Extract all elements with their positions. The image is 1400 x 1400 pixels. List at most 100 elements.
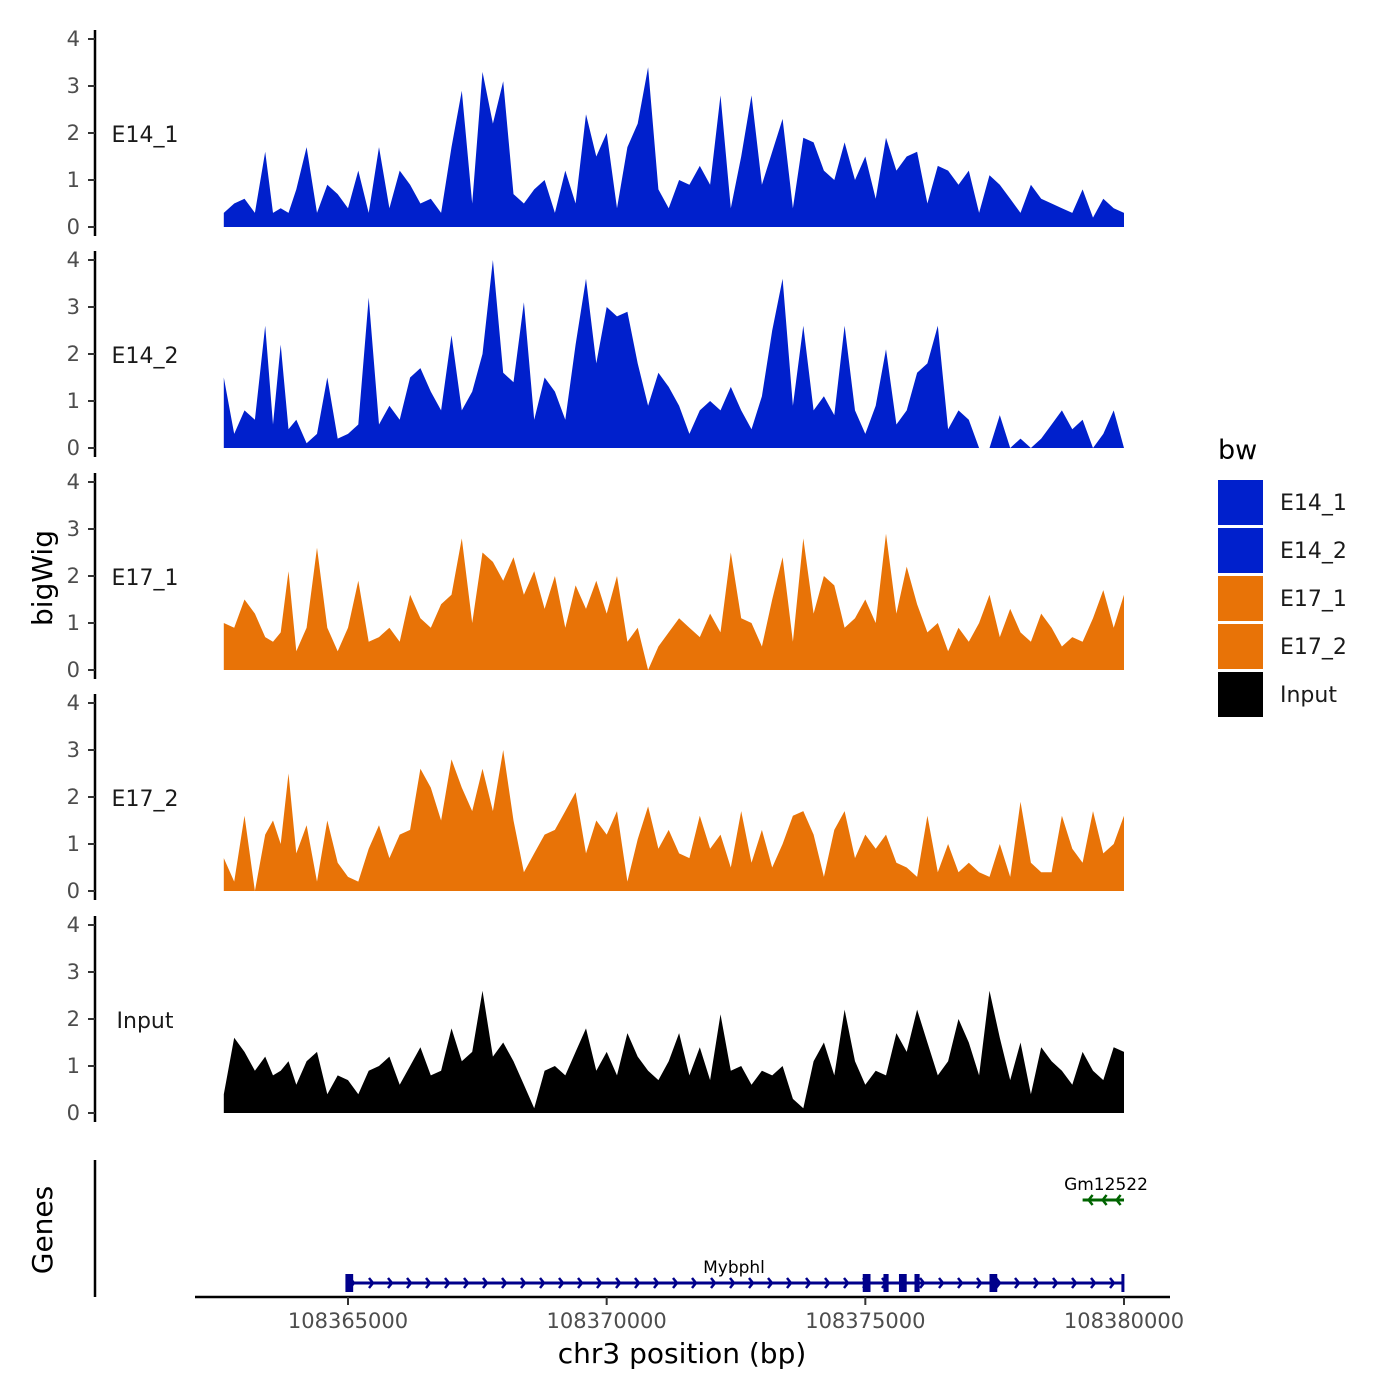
exon [883,1274,889,1292]
signal-area [223,67,1125,227]
strand-arrow [957,1277,964,1289]
strand-arrow [824,1277,831,1289]
track-e14-2: 0 1 2 3 4 [67,248,1125,460]
legend-key-input [1218,672,1263,717]
y-tick-label: 0 [67,658,80,682]
x-tick-label: 108380000 [1064,1309,1184,1333]
signal-area [223,750,1125,891]
legend-key-e14-1 [1218,480,1263,525]
x-axis-title: chr3 position (bp) [558,1337,807,1370]
track-label-e17-1: E17_1 [112,566,179,591]
legend-key-e17-1 [1218,576,1263,621]
strand-arrow [463,1277,470,1289]
y-tick-label: 4 [67,691,80,715]
strand-arrow [995,1277,1002,1289]
y-tick-label: 0 [67,879,80,903]
y-tick-label: 4 [67,470,80,494]
exon [345,1274,354,1292]
strand-arrow [539,1277,546,1289]
y-tick-label: 2 [67,785,80,809]
y-tick-label: 4 [67,248,80,272]
x-axis-ticks: 108365000 108370000 108375000 108380000 [288,1297,1184,1333]
y-tick-label: 3 [67,295,80,319]
signal-area [223,533,1125,670]
y-tick-label: 3 [67,517,80,541]
strand-arrow [672,1277,679,1289]
track-label-input: Input [117,1009,174,1034]
strand-arrow [1014,1277,1021,1289]
y-tick-label: 1 [67,389,80,413]
strand-arrow [805,1277,812,1289]
gene-label: Mybphl [703,1258,765,1278]
legend-title: bw [1218,435,1257,466]
legend-label-e14-1: E14_1 [1280,491,1347,516]
x-tick-label: 108375000 [805,1309,925,1333]
track-input: 0 1 2 3 4 [67,913,1125,1125]
signal-area [223,260,1125,448]
strand-arrow [786,1277,793,1289]
y-tick-label: 0 [67,215,80,239]
strand-arrow [1109,1277,1116,1289]
track-label-e14-1: E14_1 [112,123,179,148]
strand-arrow [482,1277,489,1289]
strand-arrow [596,1277,603,1289]
strand-arrow [368,1277,375,1289]
track-e14-1: 0 1 2 3 4 [67,27,1125,239]
exon [898,1274,907,1292]
strand-arrow [558,1277,565,1289]
tracks-layer: 0 1 2 3 4 0 1 2 3 4 0 1 2 3 4 0 1 2 3 4 0 1 2 3 4 [67,27,1125,1125]
y-tick-label: 0 [67,436,80,460]
signal-area [223,990,1125,1113]
legend-label-e14-2: E14_2 [1280,539,1347,564]
gene-track: Mybphl Gm12522 [345,1175,1148,1292]
legend-label-e17-2: E17_2 [1280,635,1347,660]
strand-arrow [710,1277,717,1289]
strand-arrow [767,1277,774,1289]
x-tick-label: 108365000 [288,1309,408,1333]
y-tick-label: 3 [67,960,80,984]
track-e17-1: 0 1 2 3 4 [67,470,1125,682]
strand-arrow [425,1277,432,1289]
strand-arrow [1101,1194,1108,1206]
strand-arrow [976,1277,983,1289]
y-tick-label: 3 [67,738,80,762]
legend-label-e17-1: E17_1 [1280,587,1347,612]
strand-arrow [1115,1194,1122,1206]
genes-axis-title: Genes [26,1186,59,1274]
strand-arrow [615,1277,622,1289]
gene-gm12522: Gm12522 [1064,1175,1148,1206]
y-axis-title: bigWig [26,530,59,626]
y-tick-label: 4 [67,27,80,51]
y-tick-label: 1 [67,168,80,192]
y-tick-label: 0 [67,1101,80,1125]
track-label-e17-2: E17_2 [112,787,179,812]
legend-label-input: Input [1280,683,1337,708]
strand-arrow [444,1277,451,1289]
strand-arrow [406,1277,413,1289]
y-tick-label: 2 [67,564,80,588]
y-tick-label: 1 [67,1054,80,1078]
gene-mybphl: Mybphl [345,1258,1125,1292]
strand-arrow [919,1277,926,1289]
strand-arrow [577,1277,584,1289]
strand-arrow [1071,1277,1078,1289]
exon [1121,1274,1125,1292]
strand-arrow [1090,1277,1097,1289]
y-tick-label: 2 [67,1007,80,1031]
x-tick-label: 108370000 [547,1309,667,1333]
strand-arrow [748,1277,755,1289]
exon [914,1274,920,1292]
strand-arrow [653,1277,660,1289]
legend-key-e14-2 [1218,528,1263,573]
y-tick-label: 1 [67,611,80,635]
legend: bw E14_1 E14_2 E17_1 E17_2 Input [1218,435,1347,717]
strand-arrow [1052,1277,1059,1289]
track-label-e14-2: E14_2 [112,344,179,369]
strand-arrow [387,1277,394,1289]
y-tick-label: 4 [67,913,80,937]
strand-arrow [1033,1277,1040,1289]
legend-key-e17-2 [1218,624,1263,669]
y-tick-label: 2 [67,342,80,366]
exon [862,1274,871,1292]
